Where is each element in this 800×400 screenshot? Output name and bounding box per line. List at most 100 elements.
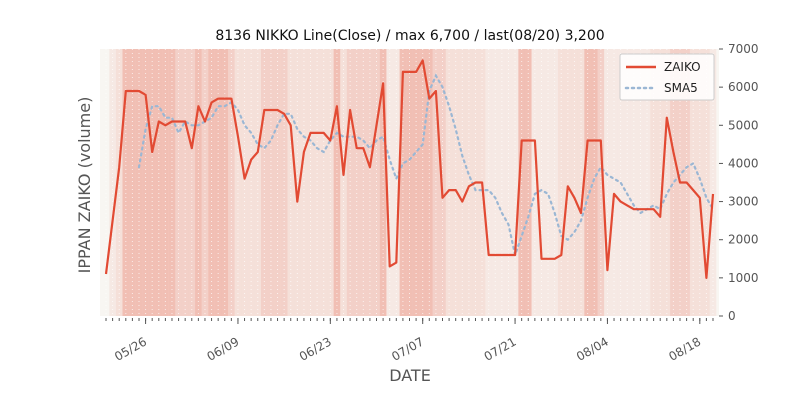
- day-shade-band: [267, 49, 275, 316]
- day-shade-band: [551, 49, 558, 316]
- y-tick-label: 2000: [728, 233, 759, 247]
- day-shade-band: [313, 49, 321, 316]
- day-shade-band: [399, 49, 407, 316]
- legend-label-zaiko: ZAIKO: [664, 60, 701, 74]
- sma5-series: [137, 73, 715, 260]
- day-shade-band: [155, 49, 163, 316]
- day-shade-band: [696, 49, 704, 316]
- day-shade-band: [300, 49, 308, 316]
- day-shade-band: [280, 49, 288, 316]
- day-shade-band: [670, 49, 677, 316]
- day-shade-band: [663, 49, 671, 316]
- day-shade-band: [604, 49, 611, 316]
- x-axis-label: DATE: [389, 366, 431, 385]
- day-shade-band: [320, 49, 328, 316]
- day-shade-band: [597, 49, 605, 316]
- legend: ZAIKO SMA5: [619, 53, 715, 101]
- day-shade-band: [175, 49, 182, 316]
- day-shade-band: [115, 49, 123, 316]
- day-shade-band: [122, 49, 130, 316]
- day-shade-band: [366, 49, 374, 316]
- day-shade-band: [630, 49, 638, 316]
- day-shade-band: [168, 49, 176, 316]
- day-shade-band: [531, 49, 539, 316]
- day-shade-band: [452, 49, 459, 316]
- legend-label-sma5: SMA5: [664, 81, 698, 95]
- day-shade-band: [129, 49, 136, 316]
- day-shade-band: [571, 49, 578, 316]
- day-shade-band: [181, 49, 189, 316]
- day-shade-band: [564, 49, 572, 316]
- day-shade-band: [590, 49, 598, 316]
- day-shade-band: [353, 49, 361, 316]
- y-axis-label: IPPAN ZAIKO (volume): [75, 97, 94, 274]
- day-shade-band: [406, 49, 413, 316]
- day-shade-band: [254, 49, 262, 316]
- y-tick-label: 7000: [728, 42, 759, 56]
- day-shade-band: [637, 49, 644, 316]
- day-shade-band: [610, 49, 618, 316]
- day-shade-band: [650, 49, 657, 316]
- day-shade-band: [538, 49, 545, 316]
- day-shade-band: [557, 49, 565, 316]
- day-shade-band: [346, 49, 354, 316]
- y-tick-label: 6000: [728, 80, 759, 94]
- series-line-zaiko: [104, 59, 715, 279]
- day-shade-band: [294, 49, 301, 316]
- day-shade-band: [327, 49, 334, 316]
- day-shade-band: [360, 49, 367, 316]
- y-tick-label: 4000: [728, 156, 759, 170]
- day-shade-band: [709, 49, 717, 316]
- day-shade-band: [340, 49, 347, 316]
- day-shade-band: [379, 49, 387, 316]
- day-shade-band: [261, 49, 268, 316]
- day-shade-band: [485, 49, 492, 316]
- y-tick-label: 3000: [728, 195, 759, 209]
- day-shade-band: [221, 49, 229, 316]
- day-shade-band: [162, 49, 169, 316]
- chart-title: 8136 NIKKO Line(Close) / max 6,700 / las…: [215, 28, 604, 44]
- day-shade-band: [393, 49, 400, 316]
- series-line-sma5: [137, 73, 715, 260]
- day-shade-band: [274, 49, 281, 316]
- day-shade-band: [584, 49, 591, 316]
- day-shade-band: [241, 49, 248, 316]
- day-shade-band: [228, 49, 235, 316]
- day-shade-band: [386, 49, 394, 316]
- day-shade-band: [333, 49, 341, 316]
- y-tick-label: 5000: [728, 118, 759, 132]
- day-shade-band: [419, 49, 426, 316]
- day-shade-band: [201, 49, 209, 316]
- day-shade-band: [577, 49, 585, 316]
- day-shade-band: [623, 49, 631, 316]
- day-shade-band: [511, 49, 519, 316]
- day-shade-band: [643, 49, 651, 316]
- day-shade-band: [307, 49, 314, 316]
- day-shade-band: [498, 49, 506, 316]
- day-shade-band: [247, 49, 255, 316]
- day-shade-band: [195, 49, 202, 316]
- day-shade-band: [287, 49, 295, 316]
- day-shade-band: [373, 49, 380, 316]
- day-shade-band: [234, 49, 242, 316]
- day-shade-band: [432, 49, 440, 316]
- zaiko-series: [104, 59, 715, 279]
- day-shade-band: [109, 49, 116, 316]
- day-shade-band: [425, 49, 433, 316]
- day-shade-band: [412, 49, 420, 316]
- day-shade-band: [518, 49, 525, 316]
- day-shade-band: [656, 49, 664, 316]
- day-shade-band: [505, 49, 512, 316]
- day-shade-band: [458, 49, 466, 316]
- day-shade-band: [148, 49, 156, 316]
- day-shade-band: [135, 49, 143, 316]
- day-shade-band: [445, 49, 453, 316]
- day-shade-band: [142, 49, 149, 316]
- day-shade-band: [689, 49, 697, 316]
- day-shade-band: [544, 49, 552, 316]
- day-shade-band: [208, 49, 215, 316]
- day-shade-band: [703, 49, 710, 316]
- day-shade-band: [524, 49, 532, 316]
- day-shade-band: [214, 49, 222, 316]
